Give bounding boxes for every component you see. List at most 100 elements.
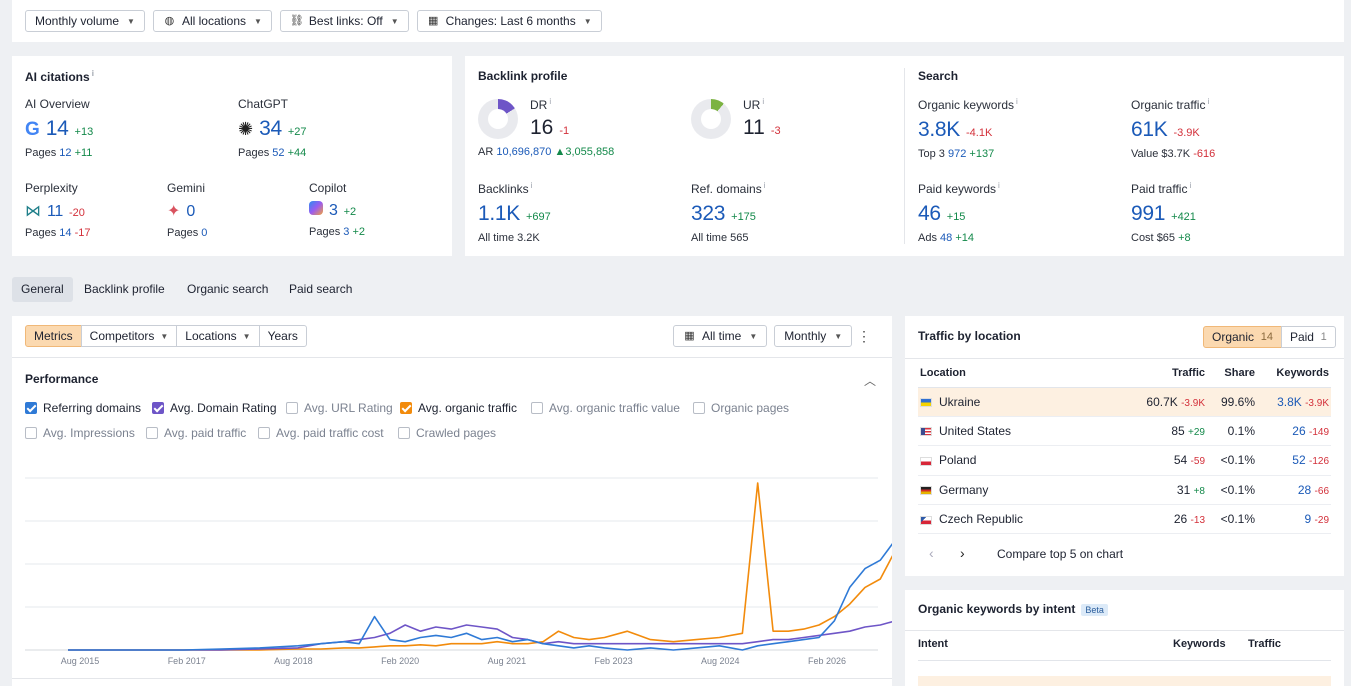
traffic-delta: -3.9K <box>1181 397 1205 409</box>
section-title: Performance <box>25 372 99 386</box>
next-page-icon[interactable]: › <box>960 545 965 561</box>
metric-value[interactable]: 3.8K <box>918 118 960 141</box>
info-icon[interactable]: i <box>762 97 765 106</box>
locations-chart-dropdown[interactable]: Locations ▼ <box>176 325 260 347</box>
all-time-dropdown[interactable]: ▦ All time ▼ <box>673 325 768 347</box>
table-row[interactable]: United States 85 +29 0.1% 26 -149 <box>918 416 1331 447</box>
checkbox-box <box>258 427 270 439</box>
top-toolbar: Monthly volume ▼ ◍ All locations ▼ ⛓ Best li… <box>12 0 1344 42</box>
metrics-button[interactable]: Metrics <box>25 325 82 347</box>
metric-delta: -3.9K <box>1173 127 1200 139</box>
x-tick-label: Aug 2024 <box>701 656 740 666</box>
pages-value[interactable]: 12 <box>59 147 72 159</box>
backlink-search-panel: Backlink profile DR i 16 -1 AR 10,696,870… <box>465 56 1344 256</box>
metric-value[interactable]: 0 <box>186 203 196 220</box>
ur-donut <box>691 98 731 139</box>
toggle-label: Paid <box>1289 330 1314 344</box>
metric-value[interactable]: 323 <box>691 202 726 225</box>
table-row[interactable]: Germany 31 +8 <0.1% 28 -66 <box>918 475 1331 506</box>
checkbox-avg-organic-traffic-value[interactable]: Avg. organic traffic value <box>531 401 680 415</box>
keywords-value[interactable]: 26 <box>1292 424 1306 439</box>
checkbox-avg-domain-rating[interactable]: Avg. Domain Rating <box>152 401 277 415</box>
pages-value[interactable]: 14 <box>59 227 72 239</box>
keywords-value[interactable]: 52 <box>1292 453 1306 468</box>
info-icon[interactable]: i <box>998 181 1000 190</box>
pages-label: Pages <box>238 147 270 159</box>
metric-value[interactable]: 991 <box>1131 202 1166 225</box>
metric-value[interactable]: 14 <box>45 117 69 140</box>
x-tick-label: Feb 2020 <box>381 656 419 666</box>
metric-value[interactable]: 46 <box>918 202 941 225</box>
checkbox-box <box>398 427 410 439</box>
checkbox-organic-pages[interactable]: Organic pages <box>693 401 789 415</box>
location-table: Location Traffic Share Keywords Ukraine … <box>918 359 1331 535</box>
metric-value[interactable]: 3 <box>329 202 338 219</box>
checkbox-referring-domains[interactable]: Referring domains <box>25 401 141 415</box>
metric-label: DR <box>530 98 548 112</box>
column-header-share[interactable]: Share <box>1207 359 1257 388</box>
keywords-value[interactable]: 9 <box>1304 512 1312 527</box>
sub-value[interactable]: 972 <box>947 148 967 160</box>
checkbox-avg-paid-traffic[interactable]: Avg. paid traffic <box>146 426 246 440</box>
metric-value[interactable]: 1.1K <box>478 202 520 225</box>
more-options-icon[interactable]: ⋮ <box>857 328 871 344</box>
column-header-traffic[interactable]: Traffic <box>1248 638 1282 650</box>
series-line-referring-domains[interactable] <box>68 531 892 651</box>
checkbox-avg-organic-traffic[interactable]: Avg. organic traffic <box>400 401 517 415</box>
pages-value[interactable]: 52 <box>272 147 285 159</box>
info-icon[interactable]: i <box>1189 181 1192 190</box>
chatgpt-icon: ✺ <box>238 119 254 139</box>
table-row[interactable]: Ukraine 60.7K -3.9K 99.6% 3.8K -3.9K <box>918 387 1331 417</box>
column-header-location[interactable]: Location <box>918 359 1117 388</box>
best-links-dropdown[interactable]: ⛓ Best links: Off ▼ <box>279 10 409 32</box>
column-header-keywords[interactable]: Keywords <box>1173 638 1226 650</box>
sub-value[interactable]: 48 <box>940 232 953 244</box>
monthly-dropdown[interactable]: Monthly ▼ <box>774 325 853 347</box>
pages-value[interactable]: 0 <box>201 227 208 239</box>
info-icon[interactable]: i <box>1016 97 1018 106</box>
organic-toggle[interactable]: Organic 14 <box>1203 326 1282 348</box>
column-header-traffic[interactable]: Traffic <box>1117 359 1207 388</box>
info-icon[interactable]: i <box>1207 97 1210 106</box>
competitors-dropdown[interactable]: Competitors ▼ <box>80 325 178 347</box>
changes-dropdown[interactable]: ▦ Changes: Last 6 months ▼ <box>416 10 602 32</box>
prev-page-icon[interactable]: ‹ <box>929 545 934 561</box>
table-row[interactable]: Czech Republic 26 -13 <0.1% 9 -29 <box>918 504 1331 535</box>
series-line-avg-domain-rating[interactable] <box>68 620 892 651</box>
info-icon[interactable]: i <box>91 69 94 78</box>
x-tick-label: Aug 2021 <box>488 656 527 666</box>
compare-top5-link[interactable]: Compare top 5 on chart <box>997 547 1124 561</box>
tab-organic-search[interactable]: Organic search <box>187 282 269 296</box>
column-header-keywords[interactable]: Keywords <box>1257 359 1331 388</box>
years-button[interactable]: Years <box>258 325 307 347</box>
locations-dropdown[interactable]: ◍ All locations ▼ <box>152 10 272 32</box>
x-tick-label: Feb 2023 <box>595 656 633 666</box>
tab-backlink-profile[interactable]: Backlink profile <box>84 282 165 296</box>
pages-label: Pages <box>25 147 57 159</box>
series-line-avg-organic-traffic[interactable] <box>68 482 892 651</box>
tab-paid-search[interactable]: Paid search <box>289 282 353 296</box>
metric-value[interactable]: 61K <box>1131 118 1168 141</box>
pages-value[interactable]: 3 <box>343 226 350 238</box>
ar-value[interactable]: 10,696,870 <box>496 146 552 158</box>
table-row[interactable]: Poland 54 -59 <0.1% 52 -126 <box>918 445 1331 476</box>
monthly-volume-dropdown[interactable]: Monthly volume ▼ <box>25 10 145 32</box>
metric-value[interactable]: 11 <box>47 203 64 220</box>
info-icon[interactable]: i <box>549 97 552 106</box>
tab-general[interactable]: General <box>12 277 73 302</box>
metric-value[interactable]: 34 <box>259 117 282 140</box>
checkbox-avg-url-rating[interactable]: Avg. URL Rating <box>286 401 393 415</box>
collapse-chevron-icon[interactable]: ︿ <box>864 374 877 388</box>
country-name: Ukraine <box>939 394 981 409</box>
table-row[interactable] <box>918 676 1331 686</box>
column-header-intent[interactable]: Intent <box>918 638 948 650</box>
checkbox-avg-impressions[interactable]: Avg. Impressions <box>25 426 135 440</box>
checkbox-label: Avg. Domain Rating <box>170 401 277 415</box>
checkbox-avg-paid-traffic-cost[interactable]: Avg. paid traffic cost <box>258 426 384 440</box>
keywords-value[interactable]: 3.8K <box>1277 394 1302 409</box>
checkbox-crawled-pages[interactable]: Crawled pages <box>398 426 496 440</box>
paid-toggle[interactable]: Paid 1 <box>1280 326 1336 348</box>
info-icon[interactable]: i <box>530 181 533 190</box>
keywords-value[interactable]: 28 <box>1297 482 1312 497</box>
info-icon[interactable]: i <box>763 181 766 190</box>
